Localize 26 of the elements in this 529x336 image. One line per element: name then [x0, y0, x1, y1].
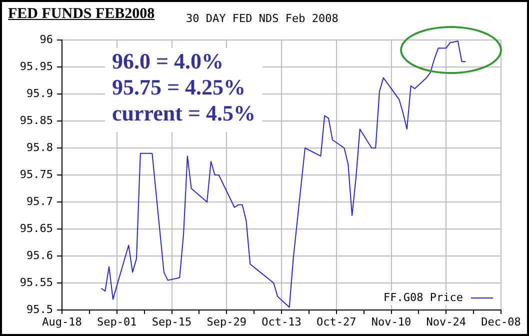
x-tick-label: Sep-15	[152, 315, 192, 328]
x-tick-label: Oct-27	[316, 315, 356, 328]
x-tick-label: Sep-01	[97, 315, 137, 328]
y-tick-label: 95.5	[26, 302, 53, 316]
annotation: 95.75 = 4.25%	[112, 74, 246, 100]
y-tick-label: 95.8	[26, 140, 53, 154]
chart-subtitle: 30 DAY FED NDS Feb 2008	[186, 12, 338, 25]
y-tick-label: 95.6	[26, 248, 53, 262]
x-tick-label: Aug-18	[42, 315, 82, 328]
y-tick-label: 96	[40, 32, 53, 46]
y-tick-label: 95.55	[20, 276, 53, 289]
y-tick-label: 95.75	[20, 168, 53, 181]
annotation: 96.0 = 4.0%	[112, 48, 224, 74]
x-tick-label: Nov-10	[371, 315, 412, 328]
x-tick-label: Dec-08	[481, 315, 521, 328]
x-tick-label: Nov-24	[426, 315, 466, 328]
annotation: current = 4.5%	[112, 100, 256, 126]
y-tick-label: 95.65	[20, 222, 53, 235]
y-tick-label: 95.95	[20, 60, 53, 73]
legend-label: FF.G08 Price	[384, 290, 464, 304]
y-tick-label: 95.9	[26, 86, 53, 100]
y-tick-label: 95.7	[26, 194, 53, 208]
y-tick-label: 95.85	[20, 114, 53, 127]
x-tick-label: Sep-29	[206, 315, 246, 328]
chart-title: FED FUNDS FEB2008	[8, 6, 155, 23]
x-tick-label: Oct-13	[262, 315, 302, 328]
